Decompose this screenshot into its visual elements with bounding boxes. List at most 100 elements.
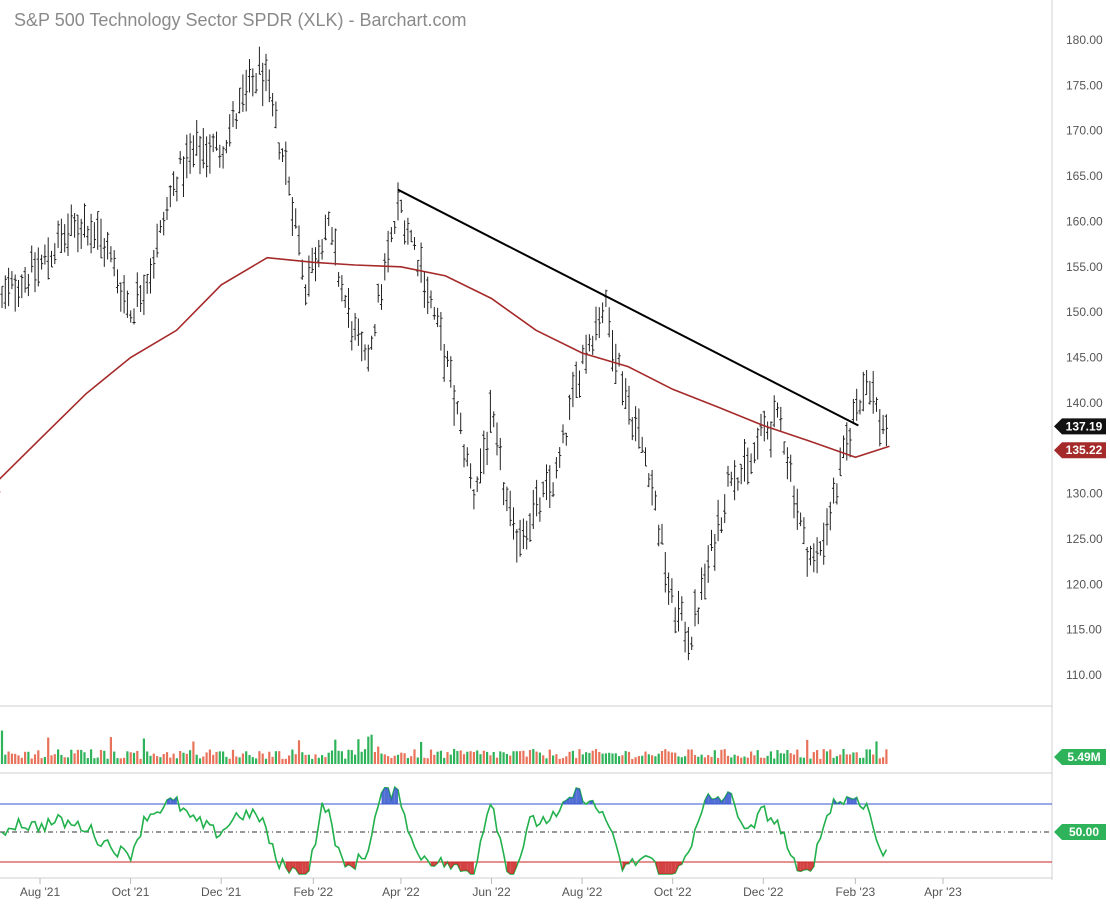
volume-bar bbox=[264, 758, 268, 764]
volume-bar bbox=[723, 749, 726, 764]
volume-bar bbox=[608, 752, 611, 764]
volume-bar bbox=[845, 754, 848, 764]
volume-bar bbox=[307, 754, 310, 764]
oversold-fill bbox=[655, 862, 659, 874]
volume-bar bbox=[466, 751, 469, 764]
volume-bar bbox=[57, 749, 60, 764]
volume-bar bbox=[139, 758, 142, 764]
x-tick-label: Oct '21 bbox=[112, 885, 150, 899]
oscillator-badge-label: 50.00 bbox=[1069, 825, 1099, 839]
oversold-fill bbox=[348, 862, 352, 867]
volume-bar bbox=[109, 737, 112, 764]
volume-bar bbox=[479, 754, 482, 764]
volume-bar bbox=[631, 758, 634, 764]
oversold-fill bbox=[444, 862, 448, 867]
volume-bar bbox=[43, 757, 46, 764]
volume-bar bbox=[377, 746, 380, 764]
volume-bar bbox=[700, 754, 703, 764]
volume-bar bbox=[492, 752, 495, 764]
volume-bar bbox=[542, 755, 545, 764]
volume-bar bbox=[499, 751, 502, 764]
volume-bar bbox=[347, 749, 350, 764]
volume-bar bbox=[281, 758, 284, 764]
volume-bar bbox=[733, 754, 736, 764]
volume-bar bbox=[677, 756, 680, 764]
volume-bar bbox=[4, 754, 7, 764]
volume-bar bbox=[311, 758, 314, 764]
volume-bar bbox=[37, 750, 40, 764]
price-tick-label: 180.00 bbox=[1066, 33, 1103, 47]
volume-bar bbox=[789, 753, 792, 764]
volume-bar bbox=[86, 758, 89, 764]
volume-bar bbox=[373, 751, 376, 764]
volume-bar bbox=[832, 757, 835, 764]
overbought-fill bbox=[850, 798, 854, 804]
volume-bar bbox=[637, 756, 640, 764]
volume-bar bbox=[228, 758, 231, 764]
volume-bar bbox=[317, 757, 320, 764]
volume-bar bbox=[486, 751, 489, 764]
volume-bar bbox=[429, 749, 433, 764]
volume-bar bbox=[387, 756, 390, 764]
volume-bar bbox=[208, 749, 211, 764]
volume-bar bbox=[647, 754, 650, 764]
volume-bar bbox=[63, 757, 66, 764]
volume-bar bbox=[50, 755, 53, 764]
volume-bar bbox=[149, 755, 152, 764]
volume-bar bbox=[750, 751, 753, 764]
volume-bar bbox=[17, 755, 20, 764]
volume-bar bbox=[604, 753, 607, 764]
volume-bar bbox=[588, 752, 591, 764]
volume-bar bbox=[641, 755, 644, 764]
overbought-fill bbox=[728, 792, 732, 804]
volume-bar bbox=[522, 750, 525, 764]
volume-bar bbox=[515, 751, 518, 764]
volume-bar bbox=[594, 749, 598, 764]
overbought-fill bbox=[836, 801, 841, 804]
volume-bar bbox=[538, 752, 541, 764]
volume-bar bbox=[882, 757, 885, 764]
volume-bar bbox=[40, 758, 43, 764]
oversold-fill bbox=[625, 862, 629, 864]
volume-bar bbox=[446, 752, 449, 764]
volume-bar bbox=[192, 741, 195, 764]
volume-bar bbox=[30, 758, 33, 764]
volume-bar bbox=[189, 750, 192, 764]
volume-bar bbox=[548, 749, 551, 764]
volume-bar bbox=[796, 749, 799, 764]
volume-bar bbox=[165, 752, 169, 764]
volume-bar bbox=[664, 749, 667, 764]
volume-bar bbox=[96, 757, 99, 764]
overbought-fill bbox=[566, 797, 570, 804]
volume-bar bbox=[578, 749, 581, 764]
price-tick-label: 130.00 bbox=[1066, 487, 1103, 501]
volume-bar bbox=[693, 755, 697, 764]
volume-bar bbox=[291, 749, 294, 764]
overbought-fill bbox=[394, 787, 398, 804]
volume-bar bbox=[294, 754, 297, 764]
volume-bar bbox=[670, 752, 673, 764]
volume-bar bbox=[93, 758, 96, 764]
volume-bar bbox=[624, 751, 627, 764]
volume-bar bbox=[198, 758, 202, 764]
volume-bar bbox=[304, 754, 307, 764]
volume-bar bbox=[390, 757, 393, 764]
oversold-fill bbox=[668, 862, 672, 874]
volume-bar bbox=[334, 739, 337, 764]
volume-bar bbox=[766, 755, 769, 764]
volume-bar bbox=[380, 753, 383, 764]
oversold-fill bbox=[810, 862, 814, 872]
oversold-fill bbox=[510, 862, 514, 874]
volume-bar bbox=[598, 751, 601, 764]
chart-title: S&P 500 Technology Sector SPDR (XLK) - B… bbox=[14, 10, 467, 30]
volume-bar bbox=[27, 751, 30, 764]
overbought-fill bbox=[388, 788, 392, 804]
overbought-fill bbox=[576, 788, 580, 804]
x-tick-label: Apr '23 bbox=[924, 885, 962, 899]
volume-bar bbox=[802, 757, 805, 764]
volume-bar bbox=[792, 754, 796, 764]
volume-bar bbox=[142, 738, 145, 764]
volume-bar bbox=[321, 755, 324, 764]
oversold-fill bbox=[675, 862, 679, 874]
ma-badge-shape bbox=[1054, 442, 1106, 459]
